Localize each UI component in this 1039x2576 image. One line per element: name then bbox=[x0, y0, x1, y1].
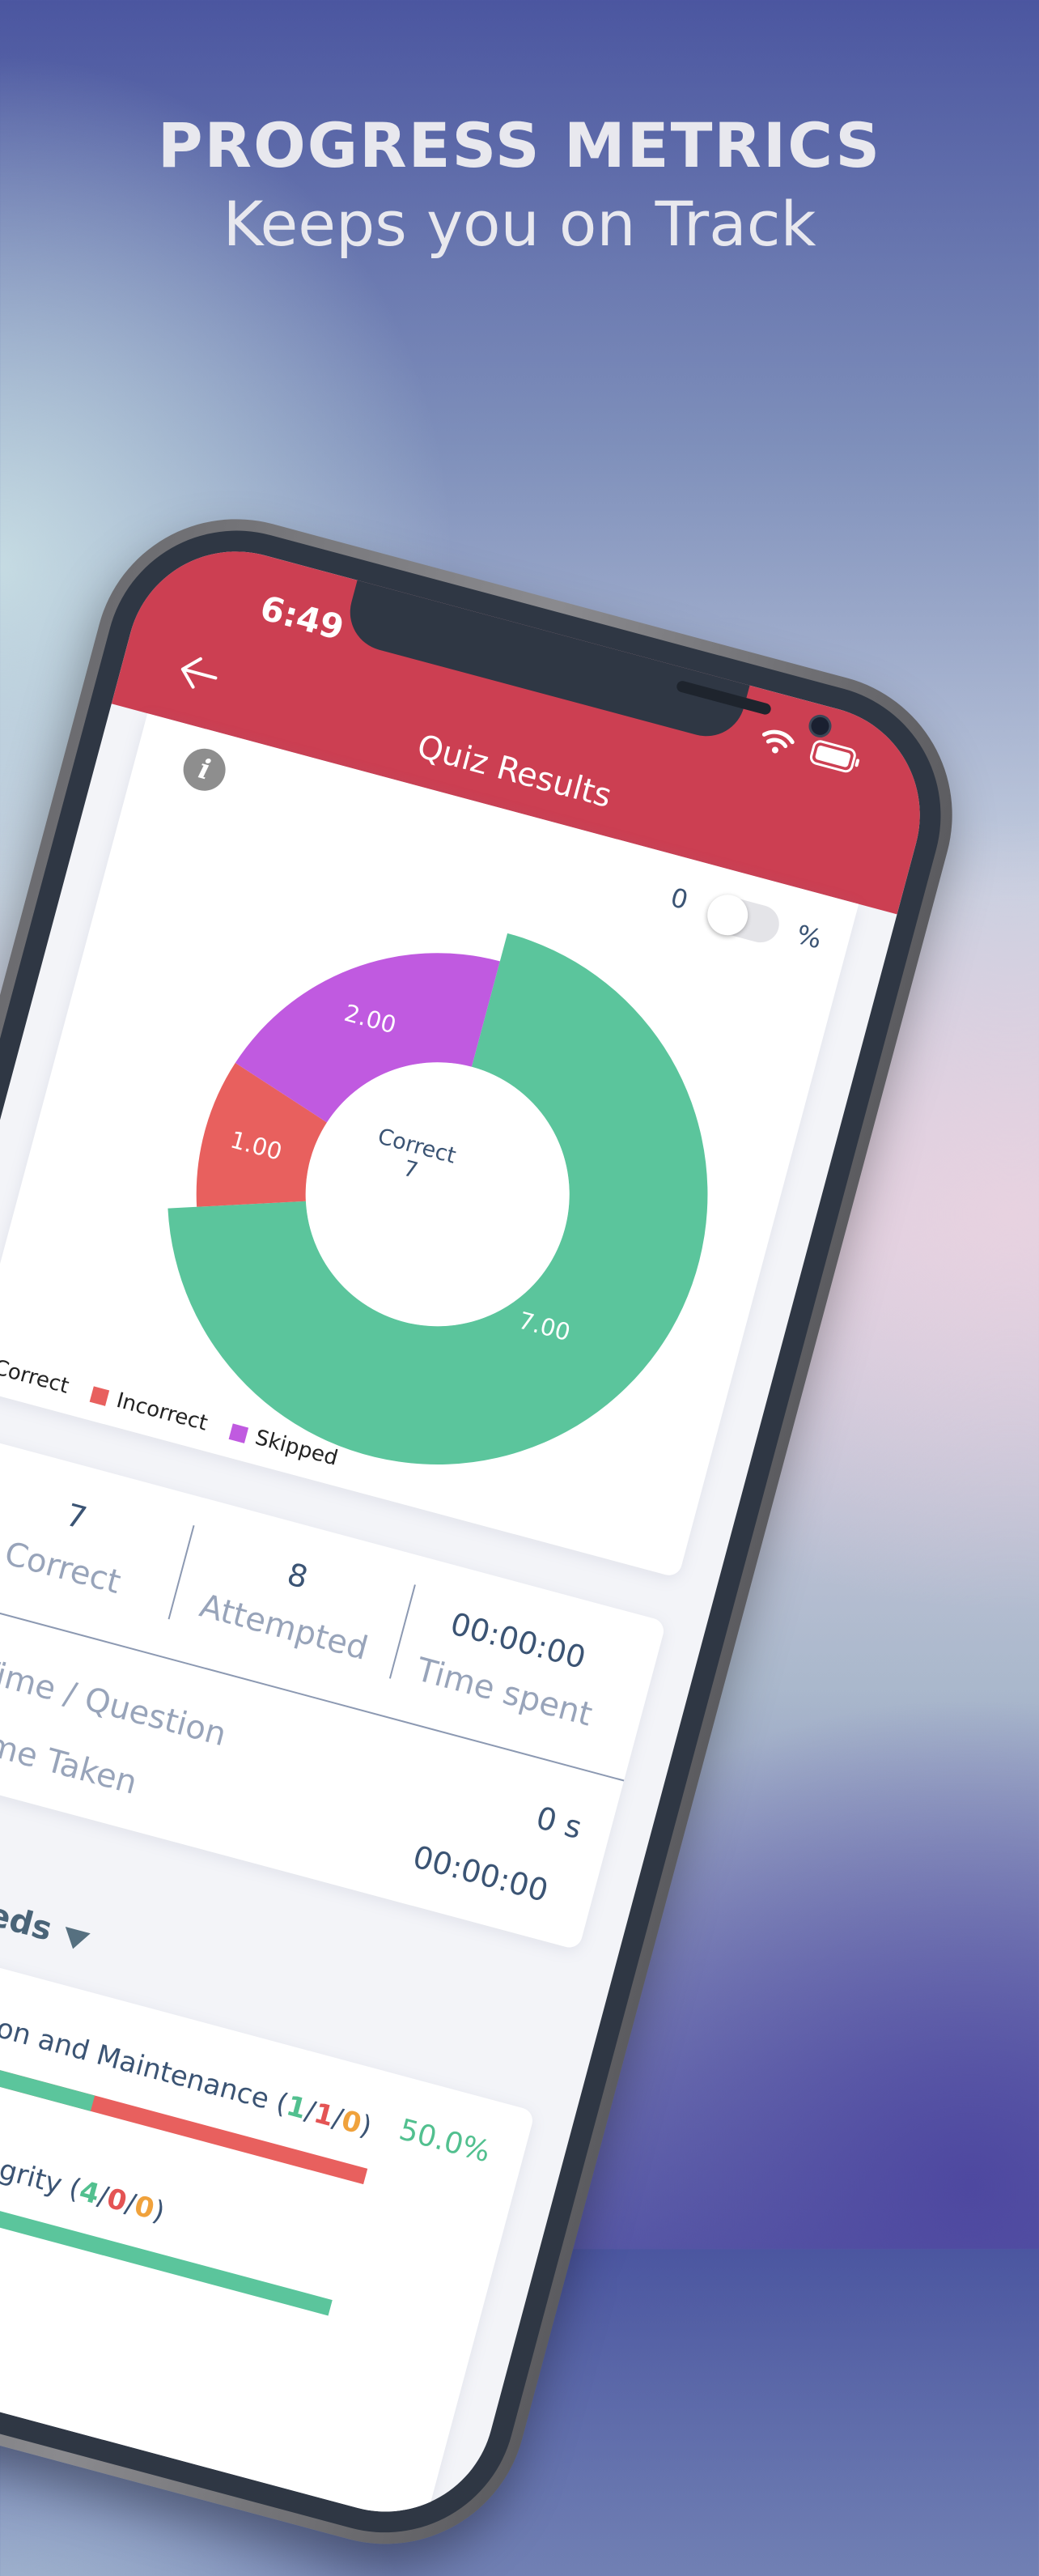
donut-slice-correct[interactable] bbox=[120, 867, 769, 1525]
section-title[interactable]: eds bbox=[0, 1895, 57, 1949]
promo-headline: PROGRESS METRICS bbox=[157, 109, 882, 181]
triangle-down-icon[interactable] bbox=[60, 1927, 91, 1953]
legend-swatch bbox=[228, 1422, 248, 1443]
promo-subheadline: Keeps you on Track bbox=[223, 188, 816, 260]
donut-slice-skipped[interactable] bbox=[227, 902, 500, 1155]
donut-slice-incorrect[interactable] bbox=[185, 1060, 336, 1234]
battery-icon bbox=[809, 740, 860, 773]
arrow-left-icon bbox=[180, 657, 218, 689]
phone-screen: 6:49 Quiz Results i 0 % 7.00 1.00 2.00 bbox=[0, 526, 945, 2536]
donut-hole bbox=[322, 1079, 553, 1310]
wifi-icon bbox=[761, 729, 795, 754]
donut-chart: 7.001.002.00 bbox=[120, 867, 769, 1525]
legend-swatch bbox=[89, 1385, 110, 1406]
phone-frame: 6:49 Quiz Results i 0 % 7.00 1.00 2.00 bbox=[0, 487, 985, 2576]
back-button[interactable] bbox=[173, 649, 224, 698]
